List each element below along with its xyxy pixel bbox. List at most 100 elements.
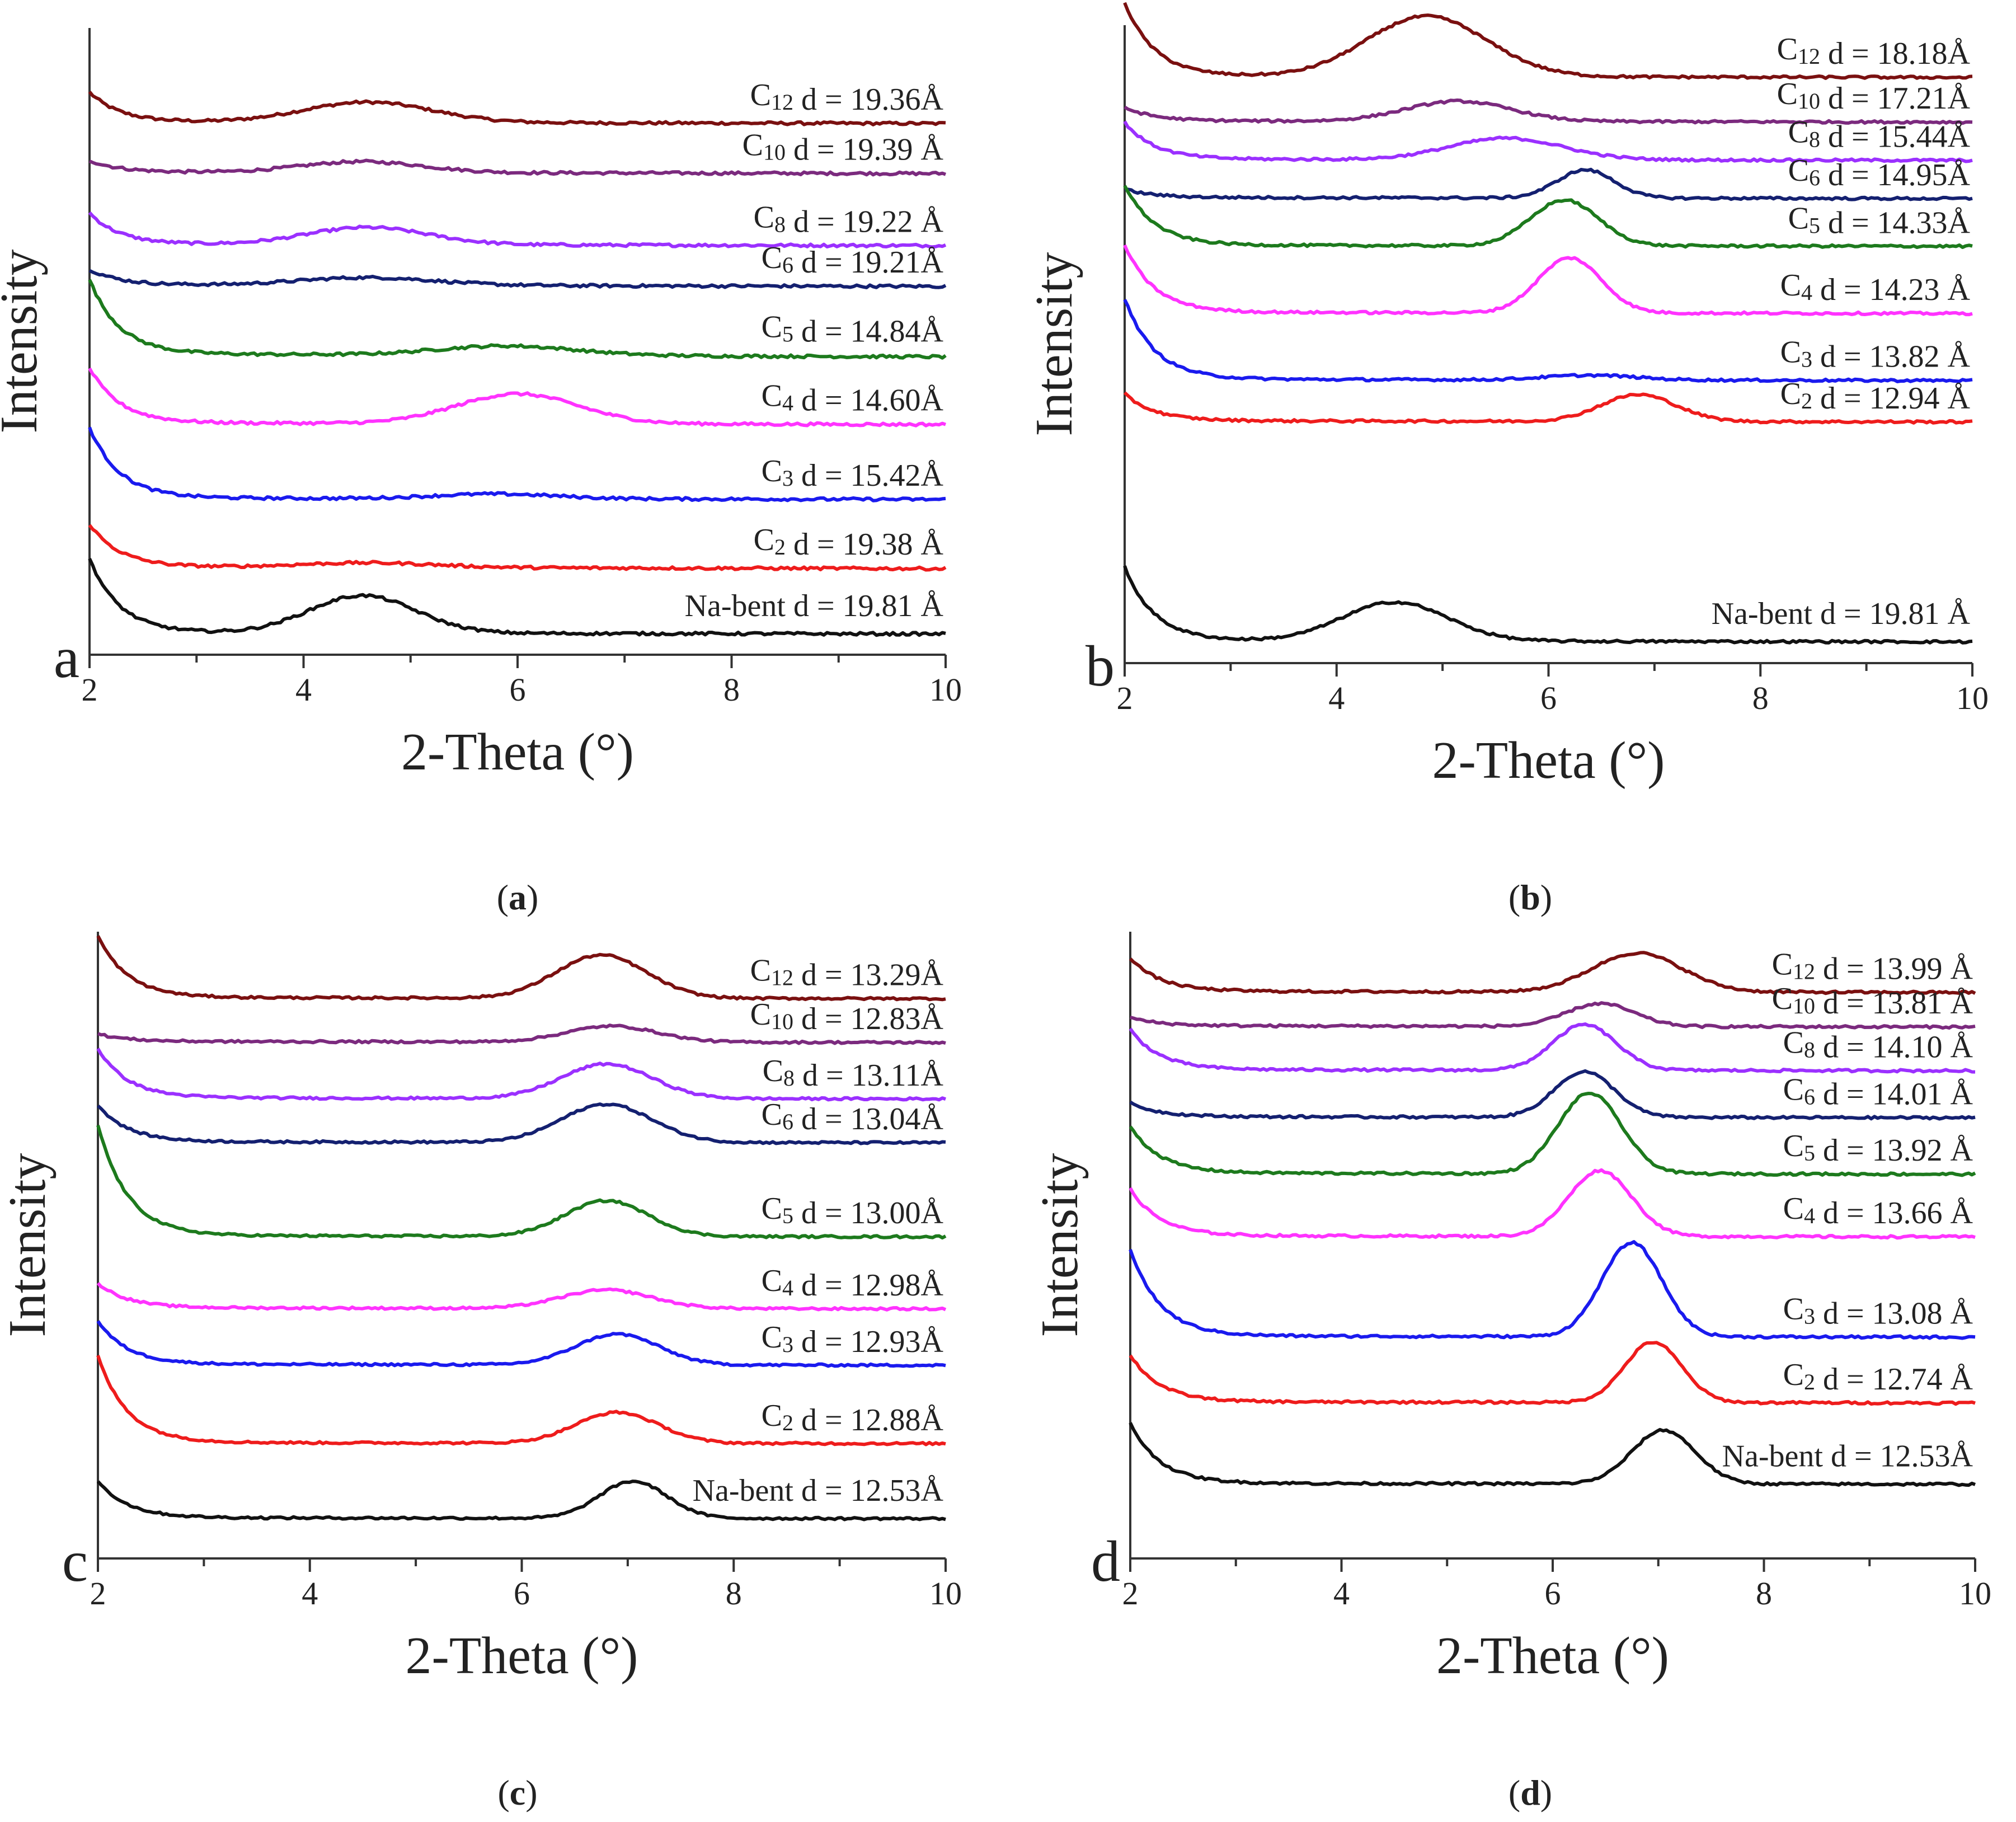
trace-na	[96, 1480, 946, 1522]
series-label-c5: C5 d = 13.92 Å	[1783, 1129, 1973, 1168]
x-axis-label: 2-Theta (°)	[406, 1627, 638, 1685]
x-tick-label: 10	[929, 671, 962, 708]
series-label-na: Na-bent d = 12.53Å	[1722, 1439, 1973, 1474]
y-axis-label: Intensity	[1025, 252, 1083, 436]
x-tick-label: 6	[1540, 680, 1557, 716]
series-label-c6: C6 d = 19.21Å	[762, 241, 944, 280]
x-tick-label: 8	[726, 1575, 742, 1612]
y-axis-label: Intensity	[0, 250, 48, 434]
trace-c3	[1129, 1240, 1976, 1340]
x-tick-label: 2	[90, 1575, 106, 1612]
y-axis-label: Intensity	[0, 1153, 57, 1337]
trace-c8	[1123, 120, 1973, 163]
series-label-c6: C6 d = 14.01 Å	[1783, 1072, 1973, 1111]
trace-c2	[1123, 391, 1973, 425]
trace-na	[1129, 1422, 1976, 1487]
x-tick-label: 2	[82, 671, 98, 708]
series-label-c6: C6 d = 13.04Å	[762, 1097, 944, 1137]
series-label-c5: C5 d = 13.00Å	[762, 1191, 944, 1231]
x-tick-label: 2	[1117, 680, 1133, 716]
series-label-c2: C2 d = 12.94 Å	[1780, 377, 1971, 416]
x-tick-label: 2	[1122, 1575, 1139, 1612]
trace-c5	[1129, 1092, 1976, 1177]
trace-c4	[88, 367, 947, 428]
trace-na	[1123, 565, 1973, 645]
trace-c2	[1129, 1341, 1976, 1406]
trace-c12	[96, 935, 946, 1002]
series-label-c12: C12 d = 19.36Å	[750, 78, 944, 117]
panel-b: 2 4 6 8 10 2-Theta (°) Intensity b (b) C12 d = 18…	[1025, 2, 1989, 917]
trace-na	[88, 558, 946, 637]
y-axis-label: Intensity	[1031, 1153, 1089, 1337]
series-label-c12: C12 d = 13.29Å	[750, 954, 944, 993]
trace-c10	[1124, 98, 1973, 125]
trace-c6	[1129, 1069, 1976, 1121]
series-label-c8: C8 d = 15.44Å	[1788, 115, 1971, 154]
series-label-c5: C5 d = 14.84Å	[762, 309, 944, 349]
trace-c12	[88, 91, 946, 126]
trace-c8	[88, 211, 947, 249]
x-axis-label: 2-Theta (°)	[401, 723, 634, 781]
series-label-c3: C3 d = 13.08 Å	[1783, 1292, 1973, 1331]
series-label-c5: C5 d = 14.33Å	[1788, 201, 1971, 240]
trace-c4	[1123, 244, 1973, 317]
series-label-c8: C8 d = 14.10 Å	[1783, 1025, 1973, 1064]
trace-c10	[97, 1023, 946, 1045]
series-label-c2: C2 d = 12.74 Å	[1783, 1358, 1973, 1397]
panel-caption: (d)	[1509, 1773, 1552, 1812]
x-axis-label: 2-Theta (°)	[1432, 731, 1665, 790]
x-tick-label: 10	[1956, 680, 1989, 716]
x-tick-label: 8	[1752, 680, 1769, 716]
panel-letter: c	[62, 1529, 88, 1594]
x-tick-label: 10	[1959, 1575, 1991, 1612]
series-label-c8: C8 d = 13.11Å	[763, 1054, 944, 1093]
series-label-c10: C10 d = 19.39 Å	[743, 128, 944, 167]
panel-caption: (a)	[497, 877, 539, 917]
series-label-na: Na-bent d = 19.81 Å	[1712, 597, 1971, 631]
trace-c3	[1123, 299, 1973, 383]
trace-c6	[96, 1102, 946, 1145]
panel-letter: a	[54, 626, 79, 690]
trace-c5	[96, 1125, 947, 1239]
trace-c3	[96, 1320, 946, 1368]
series-label-c3: C3 d = 15.42Å	[762, 454, 944, 493]
trace-c10	[1130, 1001, 1976, 1030]
trace-c8	[1129, 1022, 1976, 1074]
series-label-c4: C4 d = 14.60Å	[762, 379, 944, 418]
series-label-na: Na-bent d = 19.81 Å	[685, 589, 944, 623]
panel-caption: (c)	[497, 1773, 537, 1812]
trace-c5	[88, 279, 947, 360]
series-label-c8: C8 d = 19.22 Å	[754, 200, 944, 239]
x-tick-label: 4	[302, 1575, 318, 1612]
x-tick-label: 8	[1756, 1575, 1772, 1612]
trace-c2	[88, 524, 947, 572]
series-label-c12: C12 d = 18.18Å	[1777, 32, 1971, 71]
series-label-c10: C10 d = 17.21Å	[1777, 77, 1971, 116]
x-axis-label: 2-Theta (°)	[1436, 1627, 1669, 1685]
trace-c5	[1123, 185, 1973, 249]
panel-caption: (b)	[1509, 877, 1552, 917]
series-label-c3: C3 d = 13.82 Å	[1780, 335, 1971, 374]
x-tick-label: 4	[1333, 1575, 1350, 1612]
series-label-c4: C4 d = 14.23 Å	[1780, 268, 1971, 307]
x-tick-label: 6	[510, 671, 526, 708]
series-label-na: Na-bent d = 12.53Å	[693, 1473, 944, 1508]
series-label-c6: C6 d = 14.95Å	[1788, 153, 1971, 192]
series-label-c10: C10 d = 13.81 Å	[1772, 982, 1973, 1021]
series-label-c3: C3 d = 12.93Å	[762, 1320, 944, 1359]
trace-c4	[96, 1281, 947, 1312]
x-tick-label: 4	[1328, 680, 1345, 716]
trace-c12	[1123, 2, 1973, 80]
trace-c3	[88, 426, 946, 503]
series-label-c4: C4 d = 13.66 Å	[1783, 1191, 1973, 1231]
x-tick-label: 6	[514, 1575, 530, 1612]
series-label-c10: C10 d = 12.83Å	[750, 997, 944, 1036]
panel-c: 2 4 6 8 10 2-Theta (°) Intensity c (c) C12 d = 13…	[0, 932, 962, 1812]
panel-d: 2 4 6 8 10 2-Theta (°) Intensity d (d) C12 d = 13…	[1031, 932, 1991, 1812]
series-label-c4: C4 d = 12.98Å	[762, 1264, 944, 1303]
trace-c6	[1124, 167, 1973, 201]
panel-a: 2 4 6 8 10 2-Theta (°) Intensity a (a) C12 d = 19…	[0, 28, 962, 917]
x-tick-label: 8	[723, 671, 740, 708]
